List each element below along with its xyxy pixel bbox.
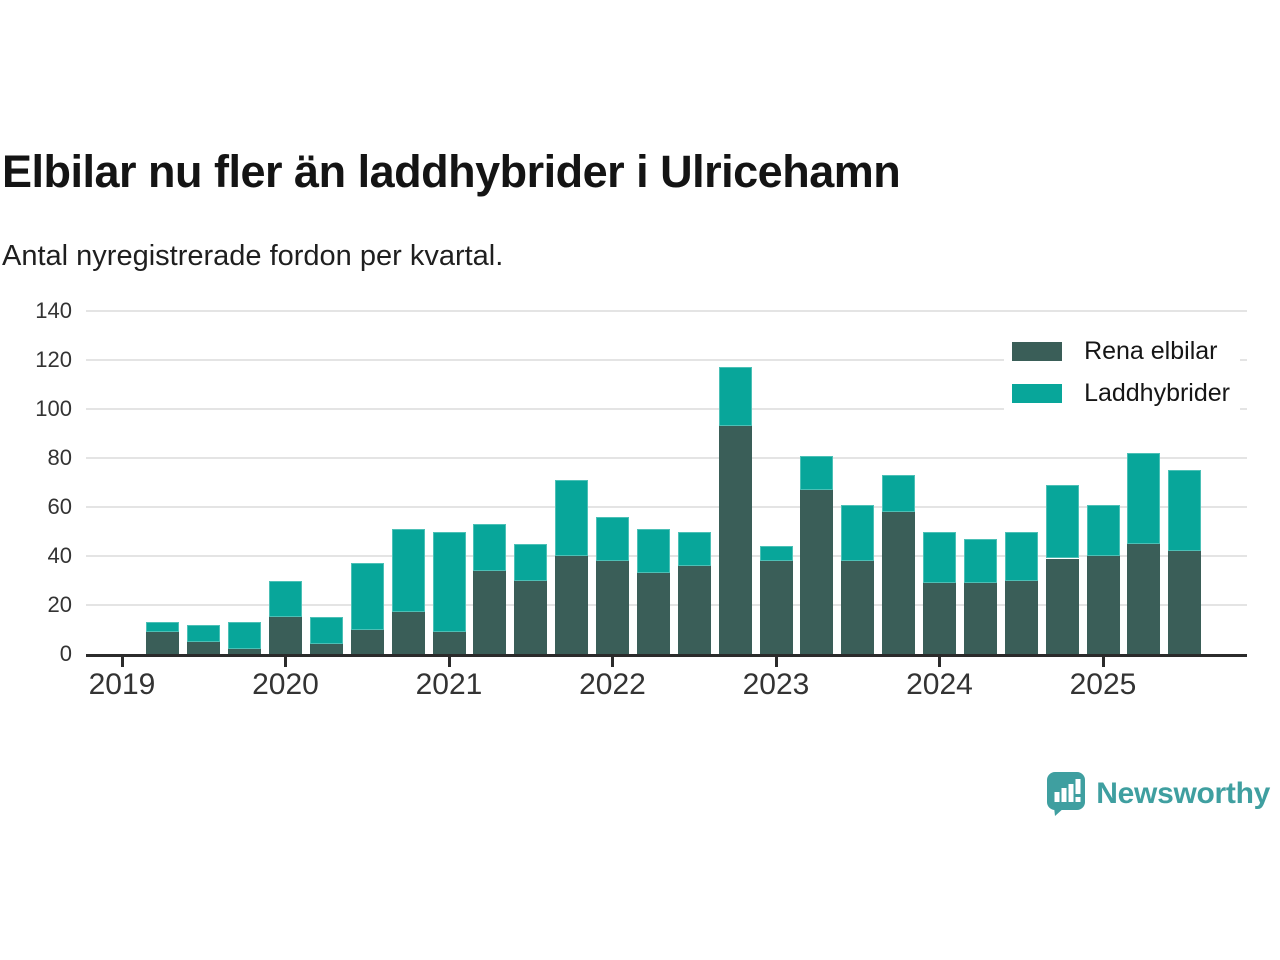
x-axis-label: 2021: [415, 668, 483, 701]
bar-segment-2021-Q2-laddhybrider: [473, 524, 507, 571]
bar-segment-2025-Q3-laddhybrider: [1168, 470, 1202, 552]
logo-bar-1: [1054, 792, 1060, 802]
x-axis-tick: [447, 657, 451, 667]
gridline-y-80: [86, 457, 1247, 459]
bar-segment-2022-Q1-laddhybrider: [596, 516, 629, 561]
bar-segment-2022-Q3-rena-elbilar: [677, 565, 711, 654]
bar-segment-2024-Q1-laddhybrider: [923, 531, 956, 583]
bar-segment-2023-Q4-laddhybrider: [882, 475, 916, 512]
bar-segment-2025-Q1-laddhybrider: [1086, 504, 1120, 556]
bar-segment-2019-Q4-rena-elbilar: [228, 649, 262, 654]
bar-segment-2025-Q2-rena-elbilar: [1127, 543, 1161, 655]
bar-segment-2022-Q4-rena-elbilar: [718, 426, 752, 654]
x-axis-label: 2024: [906, 668, 973, 701]
y-axis-label: 60: [47, 494, 72, 519]
x-axis-label: 2025: [1069, 668, 1137, 701]
x-axis-label: 2020: [252, 668, 319, 701]
bar-segment-2021-Q3-laddhybrider: [514, 543, 548, 581]
bar-segment-2023-Q2-rena-elbilar: [800, 489, 834, 655]
bar-segment-2022-Q1-rena-elbilar: [596, 560, 629, 654]
x-axis-label: 2022: [579, 668, 646, 701]
y-axis-label: 40: [47, 543, 72, 568]
bar-segment-2023-Q3-laddhybrider: [841, 504, 875, 561]
y-axis-label: 100: [35, 396, 72, 421]
bar-segment-2023-Q1-laddhybrider: [759, 546, 793, 561]
bar-segment-2020-Q1-rena-elbilar: [269, 617, 302, 655]
x-axis-tick: [1101, 657, 1105, 667]
x-axis-tick: [284, 657, 287, 667]
x-axis-tick: [774, 657, 778, 667]
bar-segment-2025-Q3-rena-elbilar: [1168, 551, 1202, 654]
chart-title: Elbilar nu fler än laddhybrider i Ulrice…: [2, 146, 901, 197]
bar-segment-2024-Q2-laddhybrider: [963, 538, 997, 583]
bar-segment-2022-Q4-laddhybrider: [718, 367, 752, 427]
bar-segment-2021-Q1-rena-elbilar: [432, 632, 466, 655]
x-axis-tick: [120, 657, 124, 667]
bar-segment-2022-Q3-laddhybrider: [677, 531, 711, 566]
chart-subtitle: Antal nyregistrerade fordon per kvartal.: [2, 240, 504, 272]
newsworthy-logo-icon: [1047, 772, 1086, 816]
bar-segment-2025-Q1-rena-elbilar: [1086, 556, 1120, 654]
logo-exclamation-dot: [1075, 797, 1081, 802]
bar-segment-2024-Q3-laddhybrider: [1004, 531, 1038, 581]
bar-segment-2021-Q1-laddhybrider: [432, 531, 466, 632]
x-axis-tick: [611, 657, 614, 667]
bar-segment-2022-Q2-laddhybrider: [636, 529, 670, 574]
bar-segment-2019-Q3-rena-elbilar: [187, 641, 221, 655]
y-axis-label: 20: [47, 592, 72, 617]
bar-segment-2019-Q2-rena-elbilar: [146, 632, 180, 655]
bar-segment-2024-Q2-rena-elbilar: [963, 583, 997, 655]
legend-label: Rena elbilar: [1084, 337, 1218, 365]
gridline-y-120: [86, 359, 1247, 361]
bar-segment-2020-Q2-rena-elbilar: [309, 644, 343, 654]
legend: Rena elbilar Laddhybrider: [1004, 331, 1240, 416]
bar-segment-2021-Q4-laddhybrider: [555, 480, 589, 556]
legend-label: Laddhybrider: [1084, 379, 1230, 407]
legend-item-laddhybrider: Laddhybrider: [1012, 379, 1230, 408]
x-axis-label: 2023: [742, 668, 810, 701]
x-axis-tick: [938, 657, 941, 667]
bar-segment-2019-Q4-laddhybrider: [228, 622, 262, 650]
bar-segment-2024-Q4-laddhybrider: [1045, 484, 1079, 559]
bar-segment-2023-Q3-rena-elbilar: [841, 560, 875, 654]
gridline-y-60: [86, 506, 1247, 508]
legend-swatch-laddhybrider: [1012, 384, 1063, 403]
bar-segment-2025-Q2-laddhybrider: [1127, 453, 1161, 544]
x-axis-label: 2019: [88, 668, 156, 701]
bar-segment-2020-Q3-laddhybrider: [350, 563, 384, 630]
legend-swatch-rena-elbilar: [1012, 342, 1063, 361]
gridline-y-140: [86, 310, 1247, 312]
bar-segment-2020-Q4-rena-elbilar: [391, 612, 425, 655]
brand-name: Newsworthy: [1096, 776, 1270, 810]
logo-exclamation: [1075, 779, 1081, 794]
bar-segment-2021-Q2-rena-elbilar: [473, 570, 507, 654]
y-axis-label: 140: [35, 298, 72, 323]
logo-bar-2: [1061, 788, 1067, 802]
y-axis-label: 80: [47, 445, 72, 470]
bar-segment-2020-Q4-laddhybrider: [391, 529, 425, 613]
y-axis-label: 120: [35, 347, 72, 372]
gridline-y-100: [86, 408, 1247, 410]
legend-item-rena-elbilar: Rena elbilar: [1012, 337, 1230, 366]
bar-segment-2023-Q2-laddhybrider: [800, 455, 834, 490]
bar-segment-2020-Q1-laddhybrider: [269, 580, 302, 618]
y-axis-label: 0: [59, 641, 72, 666]
bar-segment-2023-Q1-rena-elbilar: [759, 560, 793, 654]
bar-segment-2024-Q3-rena-elbilar: [1004, 580, 1038, 654]
bar-segment-2022-Q2-rena-elbilar: [636, 573, 670, 654]
bar-segment-2021-Q4-rena-elbilar: [555, 556, 589, 654]
bar-segment-2024-Q1-rena-elbilar: [923, 583, 956, 655]
bar-segment-2024-Q4-rena-elbilar: [1045, 558, 1079, 655]
x-axis-line: [86, 654, 1247, 657]
newsworthy-brand: Newsworthy: [1046, 771, 1270, 816]
logo-bar-3: [1068, 784, 1074, 802]
bar-segment-2019-Q2-laddhybrider: [146, 622, 180, 632]
bar-segment-2023-Q4-rena-elbilar: [882, 511, 916, 654]
bar-segment-2021-Q3-rena-elbilar: [514, 580, 548, 654]
bar-segment-2020-Q2-laddhybrider: [309, 617, 343, 645]
bar-segment-2020-Q3-rena-elbilar: [350, 629, 384, 654]
bar-segment-2019-Q3-laddhybrider: [187, 624, 221, 642]
